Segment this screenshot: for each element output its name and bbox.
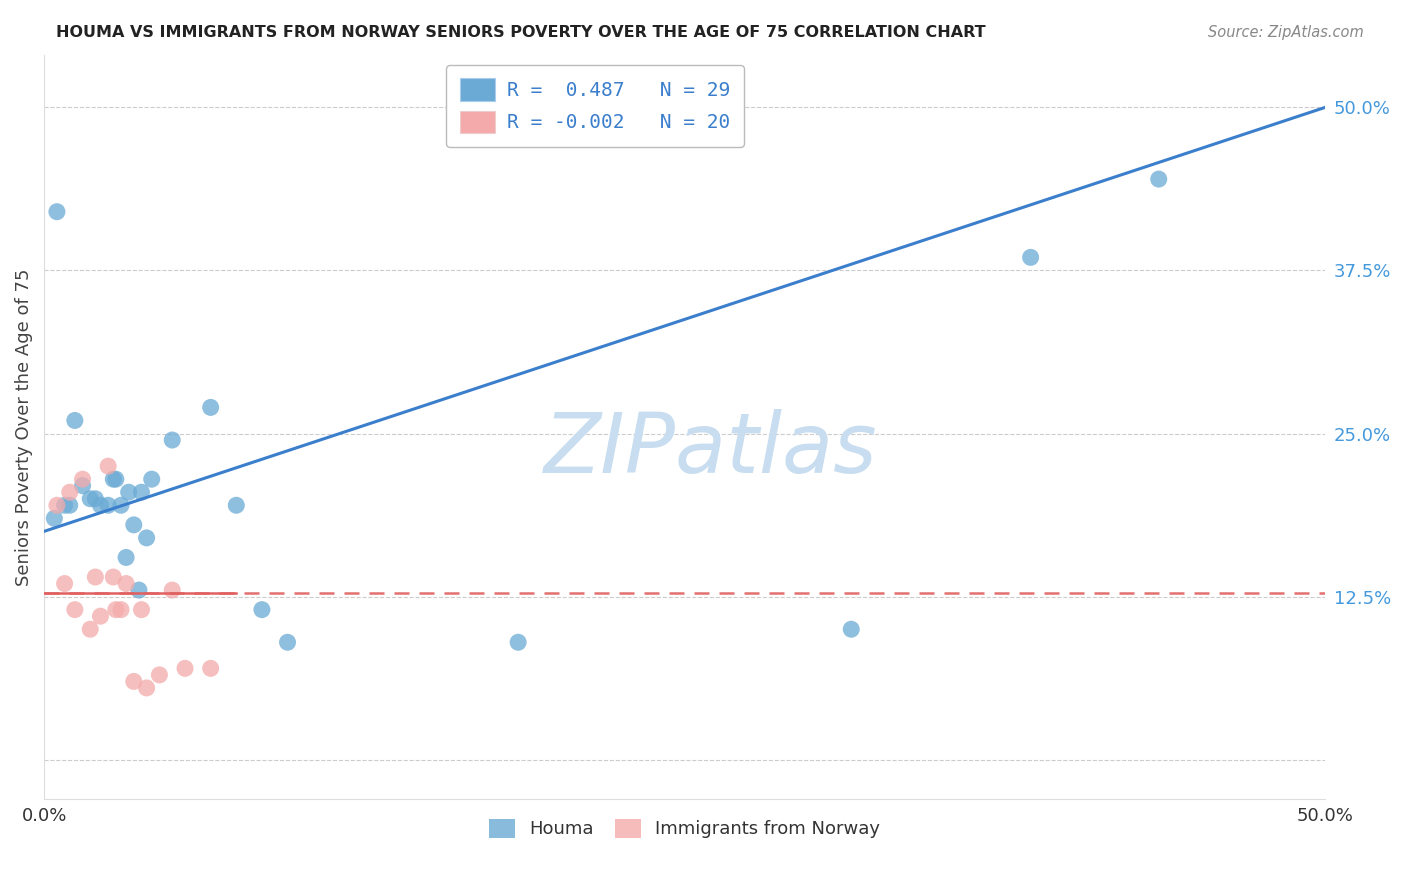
Point — [135, 681, 157, 695]
Point — [84, 491, 107, 506]
Point — [72, 479, 94, 493]
Point — [59, 498, 82, 512]
Point — [200, 401, 222, 415]
Point — [110, 498, 132, 512]
Point — [103, 472, 125, 486]
Point — [141, 472, 163, 486]
Point — [59, 485, 82, 500]
Point — [97, 459, 120, 474]
Point — [63, 413, 86, 427]
Point — [131, 602, 153, 616]
Point — [1019, 251, 1042, 265]
Point — [104, 472, 127, 486]
Point — [97, 498, 120, 512]
Point — [1147, 172, 1170, 186]
Point — [122, 674, 145, 689]
Point — [131, 485, 153, 500]
Point — [79, 491, 101, 506]
Y-axis label: Seniors Poverty Over the Age of 75: Seniors Poverty Over the Age of 75 — [15, 268, 32, 586]
Text: ZIPatlas: ZIPatlas — [544, 409, 877, 490]
Point — [115, 550, 138, 565]
Point — [128, 583, 150, 598]
Point — [135, 531, 157, 545]
Point — [225, 498, 247, 512]
Point — [45, 498, 67, 512]
Point — [53, 576, 76, 591]
Text: Source: ZipAtlas.com: Source: ZipAtlas.com — [1208, 25, 1364, 40]
Point — [839, 622, 862, 636]
Point — [110, 602, 132, 616]
Point — [79, 622, 101, 636]
Point — [508, 635, 530, 649]
Point — [63, 602, 86, 616]
Point — [148, 668, 170, 682]
Point — [44, 511, 66, 525]
Point — [250, 602, 273, 616]
Text: HOUMA VS IMMIGRANTS FROM NORWAY SENIORS POVERTY OVER THE AGE OF 75 CORRELATION C: HOUMA VS IMMIGRANTS FROM NORWAY SENIORS … — [56, 25, 986, 40]
Point — [122, 517, 145, 532]
Point — [104, 602, 127, 616]
Point — [160, 583, 183, 598]
Point — [72, 472, 94, 486]
Point — [89, 498, 111, 512]
Point — [53, 498, 76, 512]
Point — [84, 570, 107, 584]
Legend: Houma, Immigrants from Norway: Houma, Immigrants from Norway — [482, 812, 887, 846]
Point — [115, 576, 138, 591]
Point — [277, 635, 299, 649]
Point — [160, 433, 183, 447]
Point — [200, 661, 222, 675]
Point — [174, 661, 197, 675]
Point — [45, 204, 67, 219]
Point — [89, 609, 111, 624]
Point — [103, 570, 125, 584]
Point — [118, 485, 141, 500]
